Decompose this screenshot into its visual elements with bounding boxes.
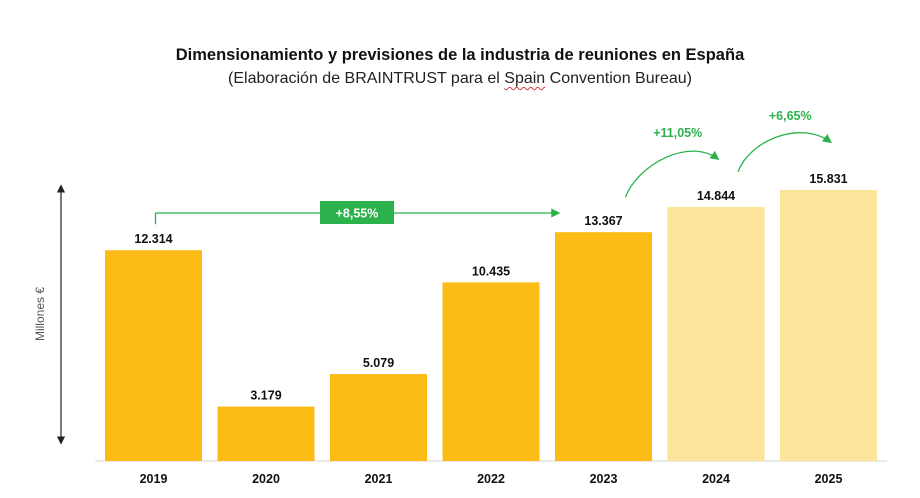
growth-badge <box>320 201 394 224</box>
subtitle-prefix: (Elaboración de BRAINTRUST para el <box>228 70 505 87</box>
subtitle-underlined-word: Spain <box>504 70 546 87</box>
subtitle-suffix: Convention Bureau) <box>545 70 692 87</box>
tick-label-2022: 2022 <box>477 472 505 486</box>
growth-arrow-2025 <box>737 132 832 173</box>
y-axis: Millones € <box>33 184 66 445</box>
y-axis-label: Millones € <box>33 287 47 341</box>
tick-label-2025: 2025 <box>815 472 843 486</box>
tick-label-2020: 2020 <box>252 472 280 486</box>
bar-2020 <box>217 406 315 461</box>
value-label-2021: 5.079 <box>363 356 394 370</box>
tick-label-2023: 2023 <box>590 472 618 486</box>
growth-arrow-2024 <box>624 150 720 198</box>
bar-2022 <box>442 282 540 461</box>
chart-subtitle: (Elaboración de BRAINTRUST para el Spain… <box>0 70 920 88</box>
bar-2021 <box>330 374 427 461</box>
value-label-2024: 14.844 <box>697 189 735 203</box>
bar-2019 <box>105 250 202 461</box>
value-label-2019: 12.314 <box>134 232 172 246</box>
bar-2025 <box>780 190 877 461</box>
growth-badge-label: +8,55% <box>336 207 379 221</box>
tick-label-2019: 2019 <box>140 472 168 486</box>
tick-label-2024: 2024 <box>702 472 730 486</box>
bar-2023 <box>555 232 652 461</box>
bar-2024 <box>667 206 765 461</box>
tick-label-2021: 2021 <box>365 472 393 486</box>
growth-label-2024: +11,05% <box>653 126 702 140</box>
growth-label-2025: +6,65% <box>769 109 812 123</box>
value-label-2023: 13.367 <box>584 214 622 228</box>
chart-title: Dimensionamiento y previsiones de la ind… <box>175 46 745 64</box>
value-label-2020: 3.179 <box>250 389 281 403</box>
value-label-2022: 10.435 <box>472 264 510 278</box>
value-label-2025: 15.831 <box>809 172 847 186</box>
